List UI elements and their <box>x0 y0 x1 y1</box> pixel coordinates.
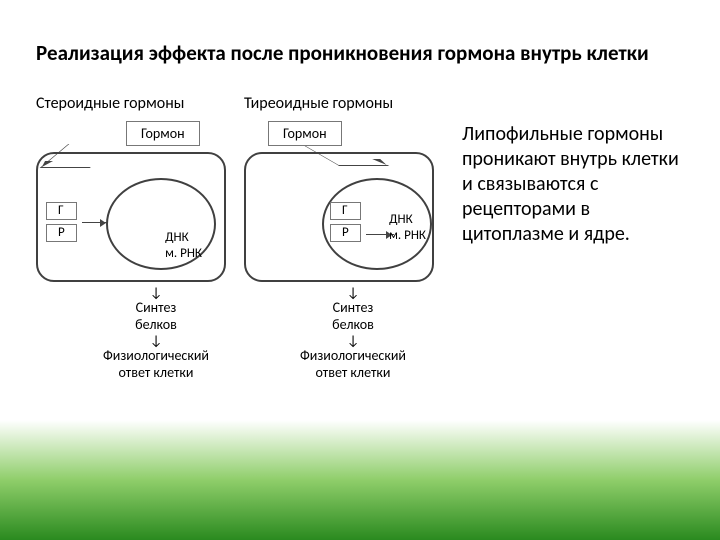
mrna-text-mid: м. РНК <box>389 228 426 244</box>
g-label-left: Г <box>46 202 77 220</box>
thyroid-column: Тиреоидные гормоны Гормон Г Р ДНК м. РНК <box>244 94 444 381</box>
r-label-left: Р <box>46 224 77 242</box>
synthesis-mid: Синтез белков <box>268 300 438 334</box>
arrow-down-icon: ↓ <box>268 334 438 348</box>
flow-left: ↓ Синтез белков ↓ Физиологический ответ … <box>86 286 226 381</box>
response-left: Физиологический ответ клетки <box>86 348 226 382</box>
side-text: Липофильные гормоны проникают внутрь кле… <box>462 122 684 247</box>
receptor-stack-mid: Г Р <box>330 202 361 242</box>
dna-stack-mid: ДНК м. РНК <box>389 212 426 243</box>
arrow-down-icon: ↓ <box>86 286 226 300</box>
dna-text-mid: ДНК <box>389 212 426 228</box>
background-gradient <box>0 420 720 540</box>
arrow-entry-mid <box>305 146 390 166</box>
slide-content: Реализация эффекта после проникновения г… <box>0 0 720 381</box>
g-label-mid: Г <box>330 202 361 220</box>
columns: Стероидные гормоны Гормон Г Р ДНК м. РНК… <box>36 94 684 381</box>
response-mid: Физиологический ответ клетки <box>268 348 438 382</box>
steroid-column: Стероидные гормоны Гормон Г Р ДНК м. РНК… <box>36 94 236 381</box>
slide-title: Реализация эффекта после проникновения г… <box>36 40 684 66</box>
dna-text-left: ДНК <box>165 230 202 246</box>
hormone-label-mid: Гормон <box>268 121 342 146</box>
arrow-down-icon: ↓ <box>268 286 438 300</box>
thyroid-heading: Тиреоидные гормоны <box>244 94 444 113</box>
flow-mid: ↓ Синтез белков ↓ Физиологический ответ … <box>268 286 438 381</box>
nucleus-mid: Г Р ДНК м. РНК <box>322 178 432 270</box>
synthesis-left: Синтез белков <box>86 300 226 334</box>
arrow-down-icon: ↓ <box>86 334 226 348</box>
steroid-heading: Стероидные гормоны <box>36 94 236 113</box>
receptor-stack-left: Г Р <box>46 202 77 242</box>
hormone-label-left: Гормон <box>126 121 200 146</box>
cell-mid: Г Р ДНК м. РНК <box>244 152 434 282</box>
side-text-column: Липофильные гормоны проникают внутрь кле… <box>452 94 684 381</box>
cell-left: Г Р ДНК м. РНК <box>36 152 226 282</box>
r-label-mid: Р <box>330 224 361 242</box>
mrna-text-left: м. РНК <box>165 246 202 262</box>
dna-stack-left: ДНК м. РНК <box>165 230 202 261</box>
arrow-entry-left <box>40 144 119 168</box>
nucleus-left: ДНК м. РНК <box>106 178 216 270</box>
arrow-to-nucleus-left <box>82 222 108 223</box>
